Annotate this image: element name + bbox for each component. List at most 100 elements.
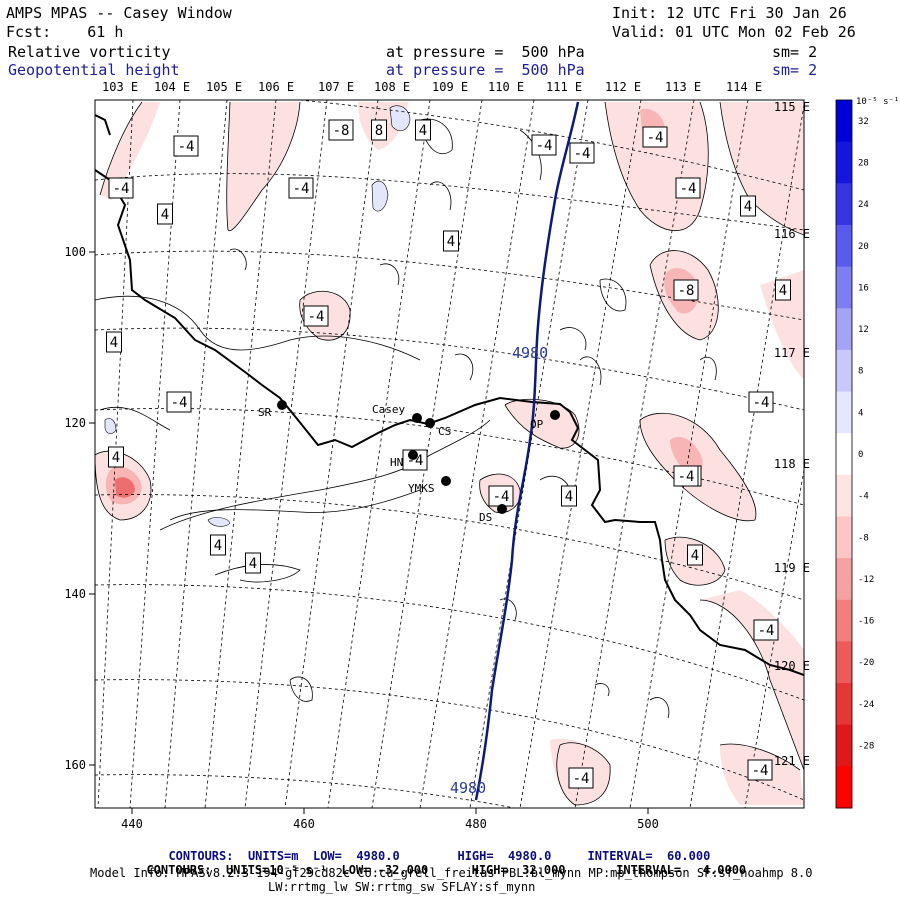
- vorticity-label: 4: [214, 538, 222, 554]
- station-label: HN: [390, 456, 403, 469]
- lon-label: 114 E: [726, 80, 762, 94]
- station-marker: [425, 418, 435, 428]
- height-contour-label: 4980: [450, 779, 486, 797]
- vorticity-label-box: [753, 619, 779, 641]
- vorticity-label-box: [748, 391, 774, 413]
- vorticity-label-box: [288, 177, 314, 199]
- colorbar-swatch: [836, 308, 852, 351]
- station-label: DS: [479, 511, 492, 524]
- height-contour-4980: [474, 101, 580, 801]
- colorbar-labels: 32 28 24 20 16 12 8 4 0 -4 -8 -12 -16 -20 -24 -28: [858, 117, 874, 752]
- colorbar-level: -8: [858, 533, 869, 543]
- x-axis: [131, 808, 649, 814]
- vorticity-label: 4: [112, 450, 120, 466]
- colorbar-level: 32: [858, 117, 869, 127]
- colorbar-swatch: [836, 558, 852, 601]
- lon-label: 107 E: [318, 80, 354, 94]
- lon-label: 108 E: [374, 80, 410, 94]
- field1-smoothing: sm= 2: [772, 43, 818, 61]
- vorticity-label: 4: [249, 556, 257, 572]
- vorticity-label-box: [531, 134, 557, 156]
- vorticity-label: -4: [308, 309, 325, 325]
- colorbar-swatch: [836, 474, 852, 517]
- lon-label: 119 E: [774, 561, 810, 575]
- vorticity-label-box: [173, 135, 199, 157]
- vorticity-label-box: [740, 195, 756, 217]
- vorticity-label-box: [642, 126, 668, 148]
- y-tick-label: 140: [64, 587, 86, 601]
- vorticity-label: -4: [493, 489, 510, 505]
- station-marker: [412, 413, 422, 423]
- colorbar-frame: [835, 99, 853, 809]
- station-label: OP: [530, 418, 544, 431]
- vorticity-shading-medium: [105, 108, 703, 505]
- station-marker: [497, 504, 507, 514]
- vorticity-label: 8: [375, 123, 383, 139]
- colorbar-swatch: [836, 266, 852, 309]
- station-label: YMKS: [408, 482, 435, 495]
- y-tick-label: 100: [64, 245, 86, 259]
- vorticity-label-box: [108, 446, 124, 468]
- field1-name: Relative vorticity: [8, 43, 171, 61]
- vorticity-label: -4: [758, 623, 775, 639]
- colorbar-level: 12: [858, 325, 869, 335]
- vorticity-label: -4: [678, 469, 695, 485]
- field2-level: at pressure = 500 hPa: [386, 61, 585, 79]
- colorbar-swatch: [836, 641, 852, 684]
- lon-label: 120 E: [774, 659, 810, 673]
- vorticity-label-box: [157, 203, 173, 225]
- colorbar-level: 16: [858, 283, 869, 293]
- stations: SR Casey CS HN YMKS OP DS: [258, 400, 560, 524]
- lon-label: 106 E: [258, 80, 294, 94]
- vorticity-label: 4: [744, 199, 752, 215]
- colorbar: [836, 100, 852, 809]
- lon-label: 111 E: [546, 80, 582, 94]
- vorticity-label-box: [371, 119, 387, 141]
- station-marker: [277, 400, 287, 410]
- colorbar-swatch: [836, 349, 852, 393]
- vorticity-label-box: [569, 142, 595, 164]
- vorticity-label-box: [747, 759, 773, 781]
- vorticity-label: -4: [171, 395, 188, 411]
- colorbar-level: -4: [858, 492, 869, 502]
- vorticity-label-box: [675, 177, 701, 199]
- coastline: [95, 114, 804, 676]
- vorticity-label: -8: [678, 283, 695, 299]
- x-tick-label: 440: [121, 817, 143, 831]
- vorticity-label-box: [303, 305, 329, 327]
- colorbar-swatch: [836, 683, 852, 726]
- vorticity-label: 4: [161, 207, 169, 223]
- vorticity-label-box: [561, 485, 577, 507]
- vorticity-label: -4: [573, 771, 590, 787]
- init-time: Init: 12 UTC Fri 30 Jan 26: [612, 4, 847, 22]
- station-marker: [550, 410, 560, 420]
- contours-height-info: CONTOURS: UNITS=m LOW= 4980.0 HIGH= 4980…: [168, 849, 711, 863]
- vorticity-label-box: [775, 279, 791, 301]
- colorbar-level: 28: [858, 158, 869, 168]
- lon-label: 105 E: [206, 80, 242, 94]
- colorbar-swatch: [836, 224, 852, 268]
- y-tick-label: 160: [64, 758, 86, 772]
- colorbar-swatch: [836, 766, 852, 809]
- vorticity-label-box: [443, 230, 459, 252]
- colorbar-level: 0: [858, 450, 863, 460]
- lon-label: 112 E: [605, 80, 641, 94]
- vorticity-label: -4: [680, 181, 697, 197]
- plot-frame: [94, 99, 805, 809]
- vorticity-label-box: [568, 767, 594, 789]
- station-marker: [408, 450, 418, 460]
- colorbar-swatch: [836, 391, 852, 434]
- vorticity-label: 4: [419, 123, 427, 139]
- vorticity-label-box: [415, 119, 431, 141]
- colorbar-swatch: [836, 433, 852, 476]
- right-longitude-labels: 115 E 116 E 117 E 118 E 119 E 120 E 121 …: [774, 100, 810, 768]
- colorbar-level: 4: [858, 408, 863, 418]
- colorbar-swatch: [836, 141, 852, 184]
- contours-vorticity-info: CONTOURS: UNITS=10⁻⁵ s⁻¹ LOW= -32.000 HI…: [146, 863, 747, 877]
- colorbar-swatch: [836, 100, 852, 143]
- valid-time: Valid: 01 UTC Mon 02 Feb 26: [612, 23, 856, 41]
- map-title: AMPS MPAS -- Casey Window: [6, 4, 232, 22]
- station-label: CS: [438, 425, 451, 438]
- colorbar-swatch: [836, 599, 852, 642]
- vorticity-positive-shading: [104, 105, 411, 527]
